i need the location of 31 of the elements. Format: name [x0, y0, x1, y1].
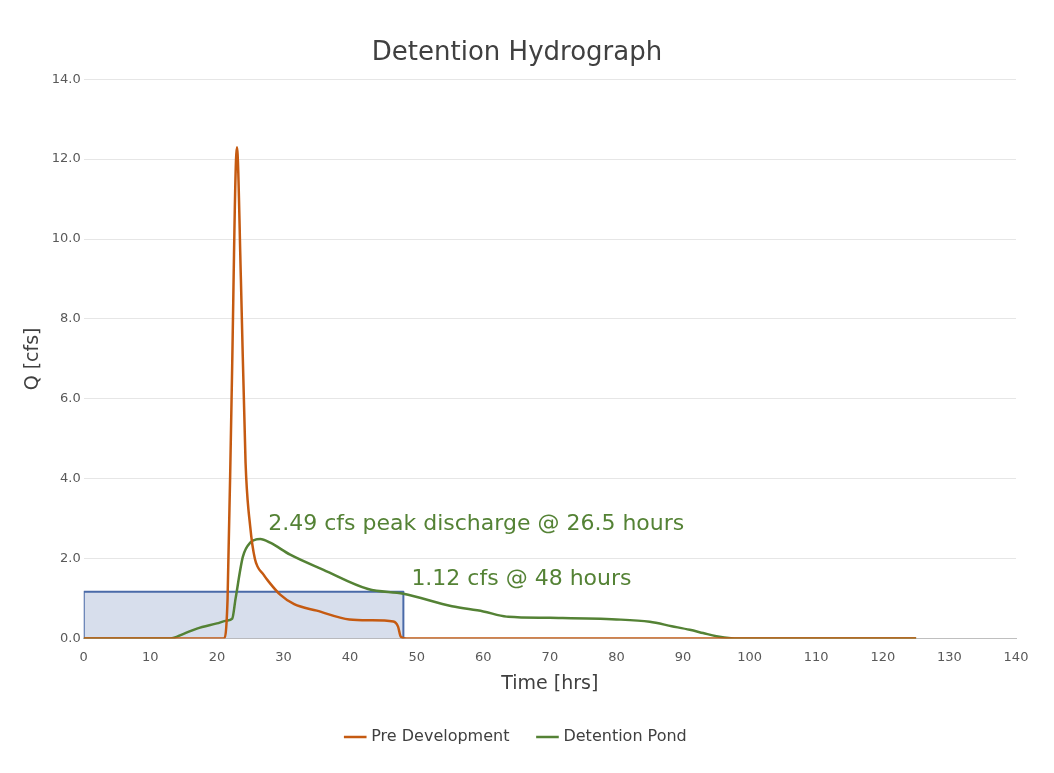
x-tick-label: 50 [408, 648, 425, 664]
chart-title: Detention Hydrograph [371, 36, 663, 67]
annotation: 2.49 cfs peak discharge @ 26.5 hours [268, 509, 685, 535]
x-tick-label: 120 [870, 648, 896, 664]
y-tick-label: 10.0 [51, 230, 81, 246]
x-tick-label: 110 [803, 648, 829, 664]
y-tick-label: 14.0 [51, 70, 81, 86]
y-tick-label: 2.0 [60, 550, 81, 566]
x-tick-label: 20 [208, 648, 226, 664]
x-axis-title: Time [hrs] [500, 670, 599, 693]
x-tick-label: 140 [1003, 648, 1029, 664]
annotation: 1.12 cfs @ 48 hours [411, 564, 632, 590]
y-tick-label: 0.0 [60, 629, 81, 645]
x-tick-label: 90 [674, 648, 692, 664]
x-tick-label: 60 [475, 648, 492, 664]
x-tick-label: 30 [275, 648, 292, 664]
legend-label: Pre Development [371, 726, 510, 746]
x-tick-label: 100 [737, 648, 763, 664]
x-tick-label: 40 [341, 648, 359, 664]
y-tick-label: 4.0 [60, 470, 81, 486]
x-tick-label: 10 [142, 648, 159, 664]
y-tick-label: 8.0 [60, 310, 81, 326]
x-tick-label: 0 [79, 648, 88, 664]
x-tick-label: 130 [937, 648, 962, 664]
x-tick-label: 70 [541, 648, 559, 664]
y-tick-label: 12.0 [51, 150, 81, 166]
legend-label: Detention Pond [563, 726, 687, 746]
x-tick-label: 80 [608, 648, 625, 664]
line-series [83, 145, 918, 639]
y-tick-label: 6.0 [60, 390, 81, 406]
y-axis-title: Q [cfs] [20, 327, 43, 391]
